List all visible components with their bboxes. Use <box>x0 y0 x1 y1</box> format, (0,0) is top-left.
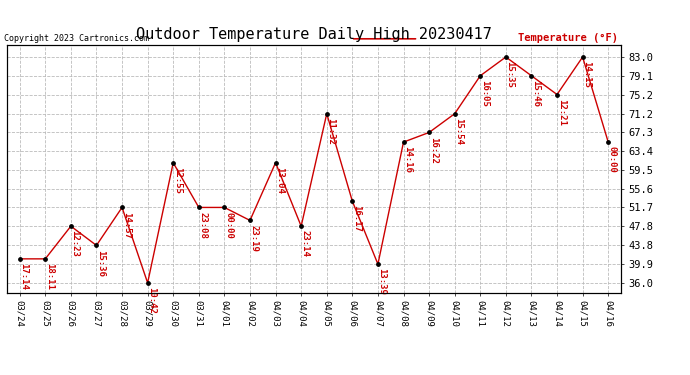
Point <box>551 92 562 98</box>
Text: 14:15: 14:15 <box>582 61 591 88</box>
Point <box>168 160 179 166</box>
Text: 15:46: 15:46 <box>531 80 540 107</box>
Point <box>398 139 409 145</box>
Text: 00:00: 00:00 <box>608 146 617 173</box>
Point <box>91 242 102 248</box>
Point <box>142 280 153 286</box>
Point <box>449 111 460 117</box>
Point <box>40 256 51 262</box>
Text: 11:32: 11:32 <box>326 118 335 145</box>
Point <box>66 223 77 229</box>
Text: Temperature (°F): Temperature (°F) <box>518 33 618 42</box>
Point <box>500 54 511 60</box>
Text: 13:39: 13:39 <box>377 268 386 295</box>
Text: 10:42: 10:42 <box>147 287 157 314</box>
Title: Outdoor Temperature Daily High 20230417: Outdoor Temperature Daily High 20230417 <box>136 27 492 42</box>
Point <box>424 129 435 135</box>
Text: 23:08: 23:08 <box>199 211 208 238</box>
Point <box>244 217 255 223</box>
Point <box>219 204 230 210</box>
Text: 18:11: 18:11 <box>45 263 54 290</box>
Text: 15:36: 15:36 <box>96 250 105 276</box>
Point <box>347 198 358 204</box>
Text: 16:05: 16:05 <box>480 80 489 107</box>
Text: 12:55: 12:55 <box>173 167 182 194</box>
Point <box>322 111 333 117</box>
Text: 15:54: 15:54 <box>454 118 464 145</box>
Text: 14:57: 14:57 <box>121 211 130 238</box>
Text: 16:22: 16:22 <box>428 136 437 164</box>
Point <box>602 139 613 145</box>
Point <box>193 204 204 210</box>
Text: 00:00: 00:00 <box>224 211 233 238</box>
Point <box>14 256 26 262</box>
Point <box>475 73 486 79</box>
Text: 15:35: 15:35 <box>506 61 515 88</box>
Text: 12:21: 12:21 <box>557 99 566 126</box>
Point <box>270 160 281 166</box>
Text: Copyright 2023 Cartronics.com: Copyright 2023 Cartronics.com <box>4 33 149 42</box>
Text: 14:16: 14:16 <box>403 146 412 173</box>
Point <box>577 54 588 60</box>
Text: 13:04: 13:04 <box>275 167 284 194</box>
Text: 23:14: 23:14 <box>301 230 310 257</box>
Point <box>117 204 128 210</box>
Text: 23:19: 23:19 <box>250 225 259 252</box>
Text: 16:17: 16:17 <box>352 206 361 232</box>
Point <box>295 223 306 229</box>
Point <box>526 73 537 79</box>
Text: 17:14: 17:14 <box>19 263 28 290</box>
Point <box>373 261 384 267</box>
Text: 12:23: 12:23 <box>70 230 79 257</box>
